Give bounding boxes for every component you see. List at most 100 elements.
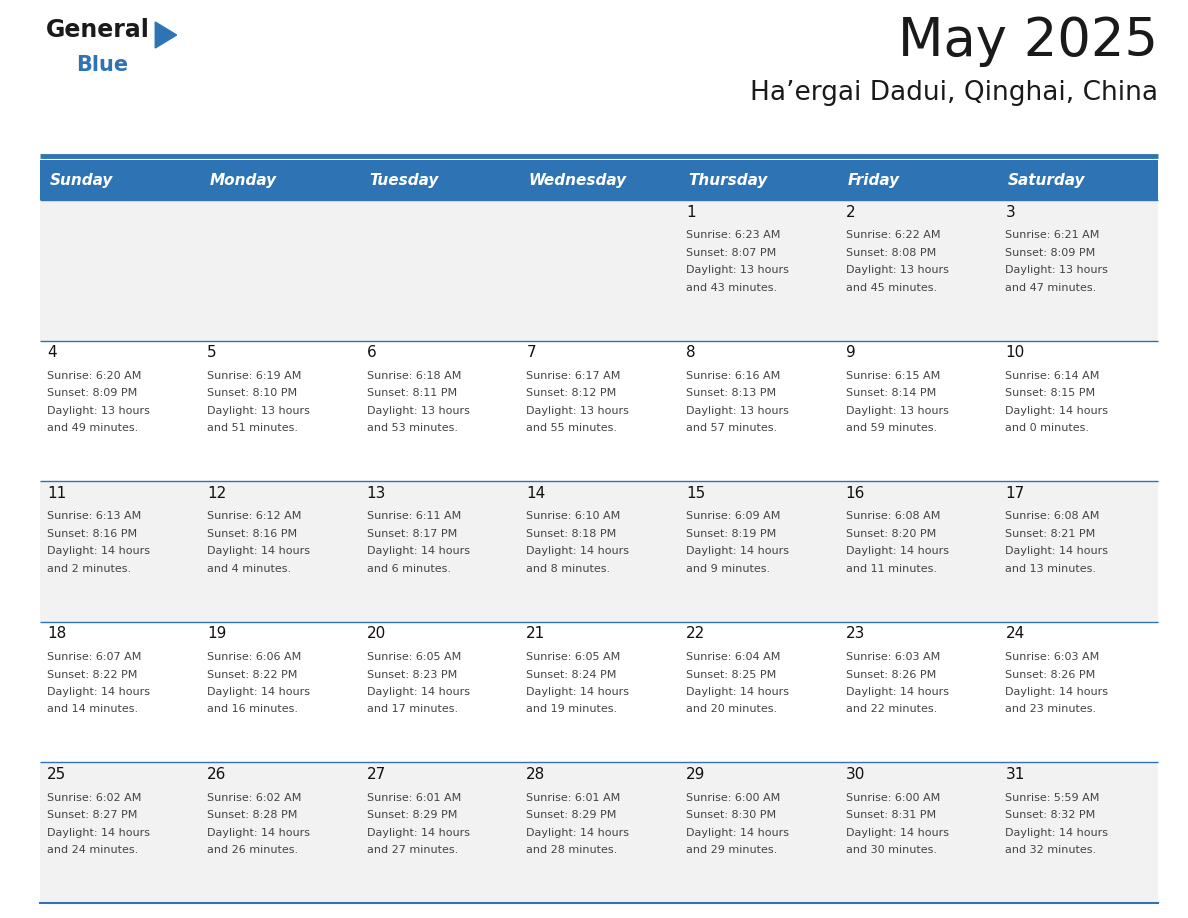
Text: Daylight: 14 hours: Daylight: 14 hours	[1005, 687, 1108, 697]
Text: and 45 minutes.: and 45 minutes.	[846, 283, 937, 293]
Text: Sunset: 8:21 PM: Sunset: 8:21 PM	[1005, 529, 1095, 539]
Text: Friday: Friday	[848, 173, 901, 187]
Text: Sunrise: 6:09 AM: Sunrise: 6:09 AM	[685, 511, 781, 521]
Text: Sunrise: 6:03 AM: Sunrise: 6:03 AM	[1005, 652, 1100, 662]
Text: Sunrise: 6:18 AM: Sunrise: 6:18 AM	[367, 371, 461, 381]
Text: Ha’ergai Dadui, Qinghai, China: Ha’ergai Dadui, Qinghai, China	[750, 80, 1158, 106]
Text: Sunset: 8:09 PM: Sunset: 8:09 PM	[48, 388, 138, 398]
Text: Monday: Monday	[209, 173, 277, 187]
Text: Sunset: 8:07 PM: Sunset: 8:07 PM	[685, 248, 776, 258]
Text: and 13 minutes.: and 13 minutes.	[1005, 564, 1097, 574]
Text: Sunrise: 6:02 AM: Sunrise: 6:02 AM	[48, 793, 141, 802]
Text: and 11 minutes.: and 11 minutes.	[846, 564, 936, 574]
Text: and 32 minutes.: and 32 minutes.	[1005, 845, 1097, 855]
Text: and 55 minutes.: and 55 minutes.	[526, 423, 618, 433]
Text: Blue: Blue	[76, 55, 128, 75]
Text: 30: 30	[846, 767, 865, 782]
Text: Sunset: 8:22 PM: Sunset: 8:22 PM	[207, 669, 297, 679]
Text: 27: 27	[367, 767, 386, 782]
Text: Sunrise: 6:12 AM: Sunrise: 6:12 AM	[207, 511, 302, 521]
Text: Wednesday: Wednesday	[529, 173, 627, 187]
Text: 8: 8	[685, 345, 696, 360]
Text: and 51 minutes.: and 51 minutes.	[207, 423, 298, 433]
Text: 6: 6	[367, 345, 377, 360]
Text: 24: 24	[1005, 626, 1025, 642]
Text: Sunset: 8:09 PM: Sunset: 8:09 PM	[1005, 248, 1095, 258]
Text: Sunrise: 6:00 AM: Sunrise: 6:00 AM	[685, 793, 781, 802]
Text: Sunrise: 6:05 AM: Sunrise: 6:05 AM	[367, 652, 461, 662]
Text: Sunset: 8:11 PM: Sunset: 8:11 PM	[367, 388, 456, 398]
Bar	[40, 341, 1158, 481]
Text: 19: 19	[207, 626, 226, 642]
Text: Sunrise: 6:19 AM: Sunrise: 6:19 AM	[207, 371, 302, 381]
Text: 5: 5	[207, 345, 216, 360]
Text: and 16 minutes.: and 16 minutes.	[207, 704, 298, 714]
Text: 22: 22	[685, 626, 706, 642]
Bar	[40, 763, 1158, 903]
Text: and 20 minutes.: and 20 minutes.	[685, 704, 777, 714]
Text: and 26 minutes.: and 26 minutes.	[207, 845, 298, 855]
Text: Daylight: 13 hours: Daylight: 13 hours	[48, 406, 150, 416]
Text: Sunrise: 6:20 AM: Sunrise: 6:20 AM	[48, 371, 141, 381]
Text: and 43 minutes.: and 43 minutes.	[685, 283, 777, 293]
Bar	[40, 160, 1158, 200]
Text: and 49 minutes.: and 49 minutes.	[48, 423, 138, 433]
Text: Daylight: 14 hours: Daylight: 14 hours	[685, 546, 789, 556]
Text: Sunset: 8:30 PM: Sunset: 8:30 PM	[685, 811, 776, 820]
Text: Sunrise: 6:01 AM: Sunrise: 6:01 AM	[367, 793, 461, 802]
Text: 20: 20	[367, 626, 386, 642]
Text: Sunset: 8:16 PM: Sunset: 8:16 PM	[207, 529, 297, 539]
Text: 10: 10	[1005, 345, 1025, 360]
Text: Sunset: 8:28 PM: Sunset: 8:28 PM	[207, 811, 297, 820]
Text: Daylight: 14 hours: Daylight: 14 hours	[526, 546, 630, 556]
Text: Daylight: 13 hours: Daylight: 13 hours	[685, 265, 789, 275]
Text: Daylight: 14 hours: Daylight: 14 hours	[846, 828, 949, 837]
Text: Daylight: 14 hours: Daylight: 14 hours	[367, 546, 469, 556]
Text: Daylight: 14 hours: Daylight: 14 hours	[1005, 406, 1108, 416]
Text: and 8 minutes.: and 8 minutes.	[526, 564, 611, 574]
Text: Daylight: 14 hours: Daylight: 14 hours	[367, 687, 469, 697]
Text: Daylight: 14 hours: Daylight: 14 hours	[846, 546, 949, 556]
Text: and 47 minutes.: and 47 minutes.	[1005, 283, 1097, 293]
Text: Daylight: 14 hours: Daylight: 14 hours	[1005, 546, 1108, 556]
Text: Sunset: 8:13 PM: Sunset: 8:13 PM	[685, 388, 776, 398]
Text: Daylight: 13 hours: Daylight: 13 hours	[367, 406, 469, 416]
Text: Sunset: 8:10 PM: Sunset: 8:10 PM	[207, 388, 297, 398]
Text: Daylight: 14 hours: Daylight: 14 hours	[207, 687, 310, 697]
Text: Sunrise: 6:04 AM: Sunrise: 6:04 AM	[685, 652, 781, 662]
Text: Sunset: 8:19 PM: Sunset: 8:19 PM	[685, 529, 776, 539]
Text: Sunset: 8:29 PM: Sunset: 8:29 PM	[526, 811, 617, 820]
Polygon shape	[156, 22, 177, 48]
Text: Sunrise: 6:10 AM: Sunrise: 6:10 AM	[526, 511, 620, 521]
Text: Sunset: 8:22 PM: Sunset: 8:22 PM	[48, 669, 138, 679]
Text: 14: 14	[526, 486, 545, 501]
Text: 18: 18	[48, 626, 67, 642]
Text: Daylight: 14 hours: Daylight: 14 hours	[48, 546, 150, 556]
Text: and 19 minutes.: and 19 minutes.	[526, 704, 618, 714]
Text: Daylight: 14 hours: Daylight: 14 hours	[685, 828, 789, 837]
Text: 17: 17	[1005, 486, 1025, 501]
Text: 29: 29	[685, 767, 706, 782]
Text: Saturday: Saturday	[1007, 173, 1086, 187]
Text: Sunrise: 6:21 AM: Sunrise: 6:21 AM	[1005, 230, 1100, 241]
Text: Tuesday: Tuesday	[369, 173, 438, 187]
Text: and 53 minutes.: and 53 minutes.	[367, 423, 457, 433]
Text: and 29 minutes.: and 29 minutes.	[685, 845, 777, 855]
Text: Daylight: 14 hours: Daylight: 14 hours	[207, 828, 310, 837]
Text: Daylight: 14 hours: Daylight: 14 hours	[526, 828, 630, 837]
Text: Daylight: 14 hours: Daylight: 14 hours	[48, 687, 150, 697]
Text: 26: 26	[207, 767, 226, 782]
Text: Daylight: 14 hours: Daylight: 14 hours	[685, 687, 789, 697]
Text: 11: 11	[48, 486, 67, 501]
Text: Sunrise: 6:03 AM: Sunrise: 6:03 AM	[846, 652, 940, 662]
Text: Sunset: 8:16 PM: Sunset: 8:16 PM	[48, 529, 138, 539]
Text: Sunset: 8:29 PM: Sunset: 8:29 PM	[367, 811, 457, 820]
Text: Sunrise: 6:01 AM: Sunrise: 6:01 AM	[526, 793, 620, 802]
Text: Sunset: 8:25 PM: Sunset: 8:25 PM	[685, 669, 776, 679]
Text: 25: 25	[48, 767, 67, 782]
Text: 2: 2	[846, 205, 855, 219]
Text: Sunrise: 6:08 AM: Sunrise: 6:08 AM	[1005, 511, 1100, 521]
Text: Sunset: 8:23 PM: Sunset: 8:23 PM	[367, 669, 457, 679]
Text: and 27 minutes.: and 27 minutes.	[367, 845, 457, 855]
Text: 1: 1	[685, 205, 696, 219]
